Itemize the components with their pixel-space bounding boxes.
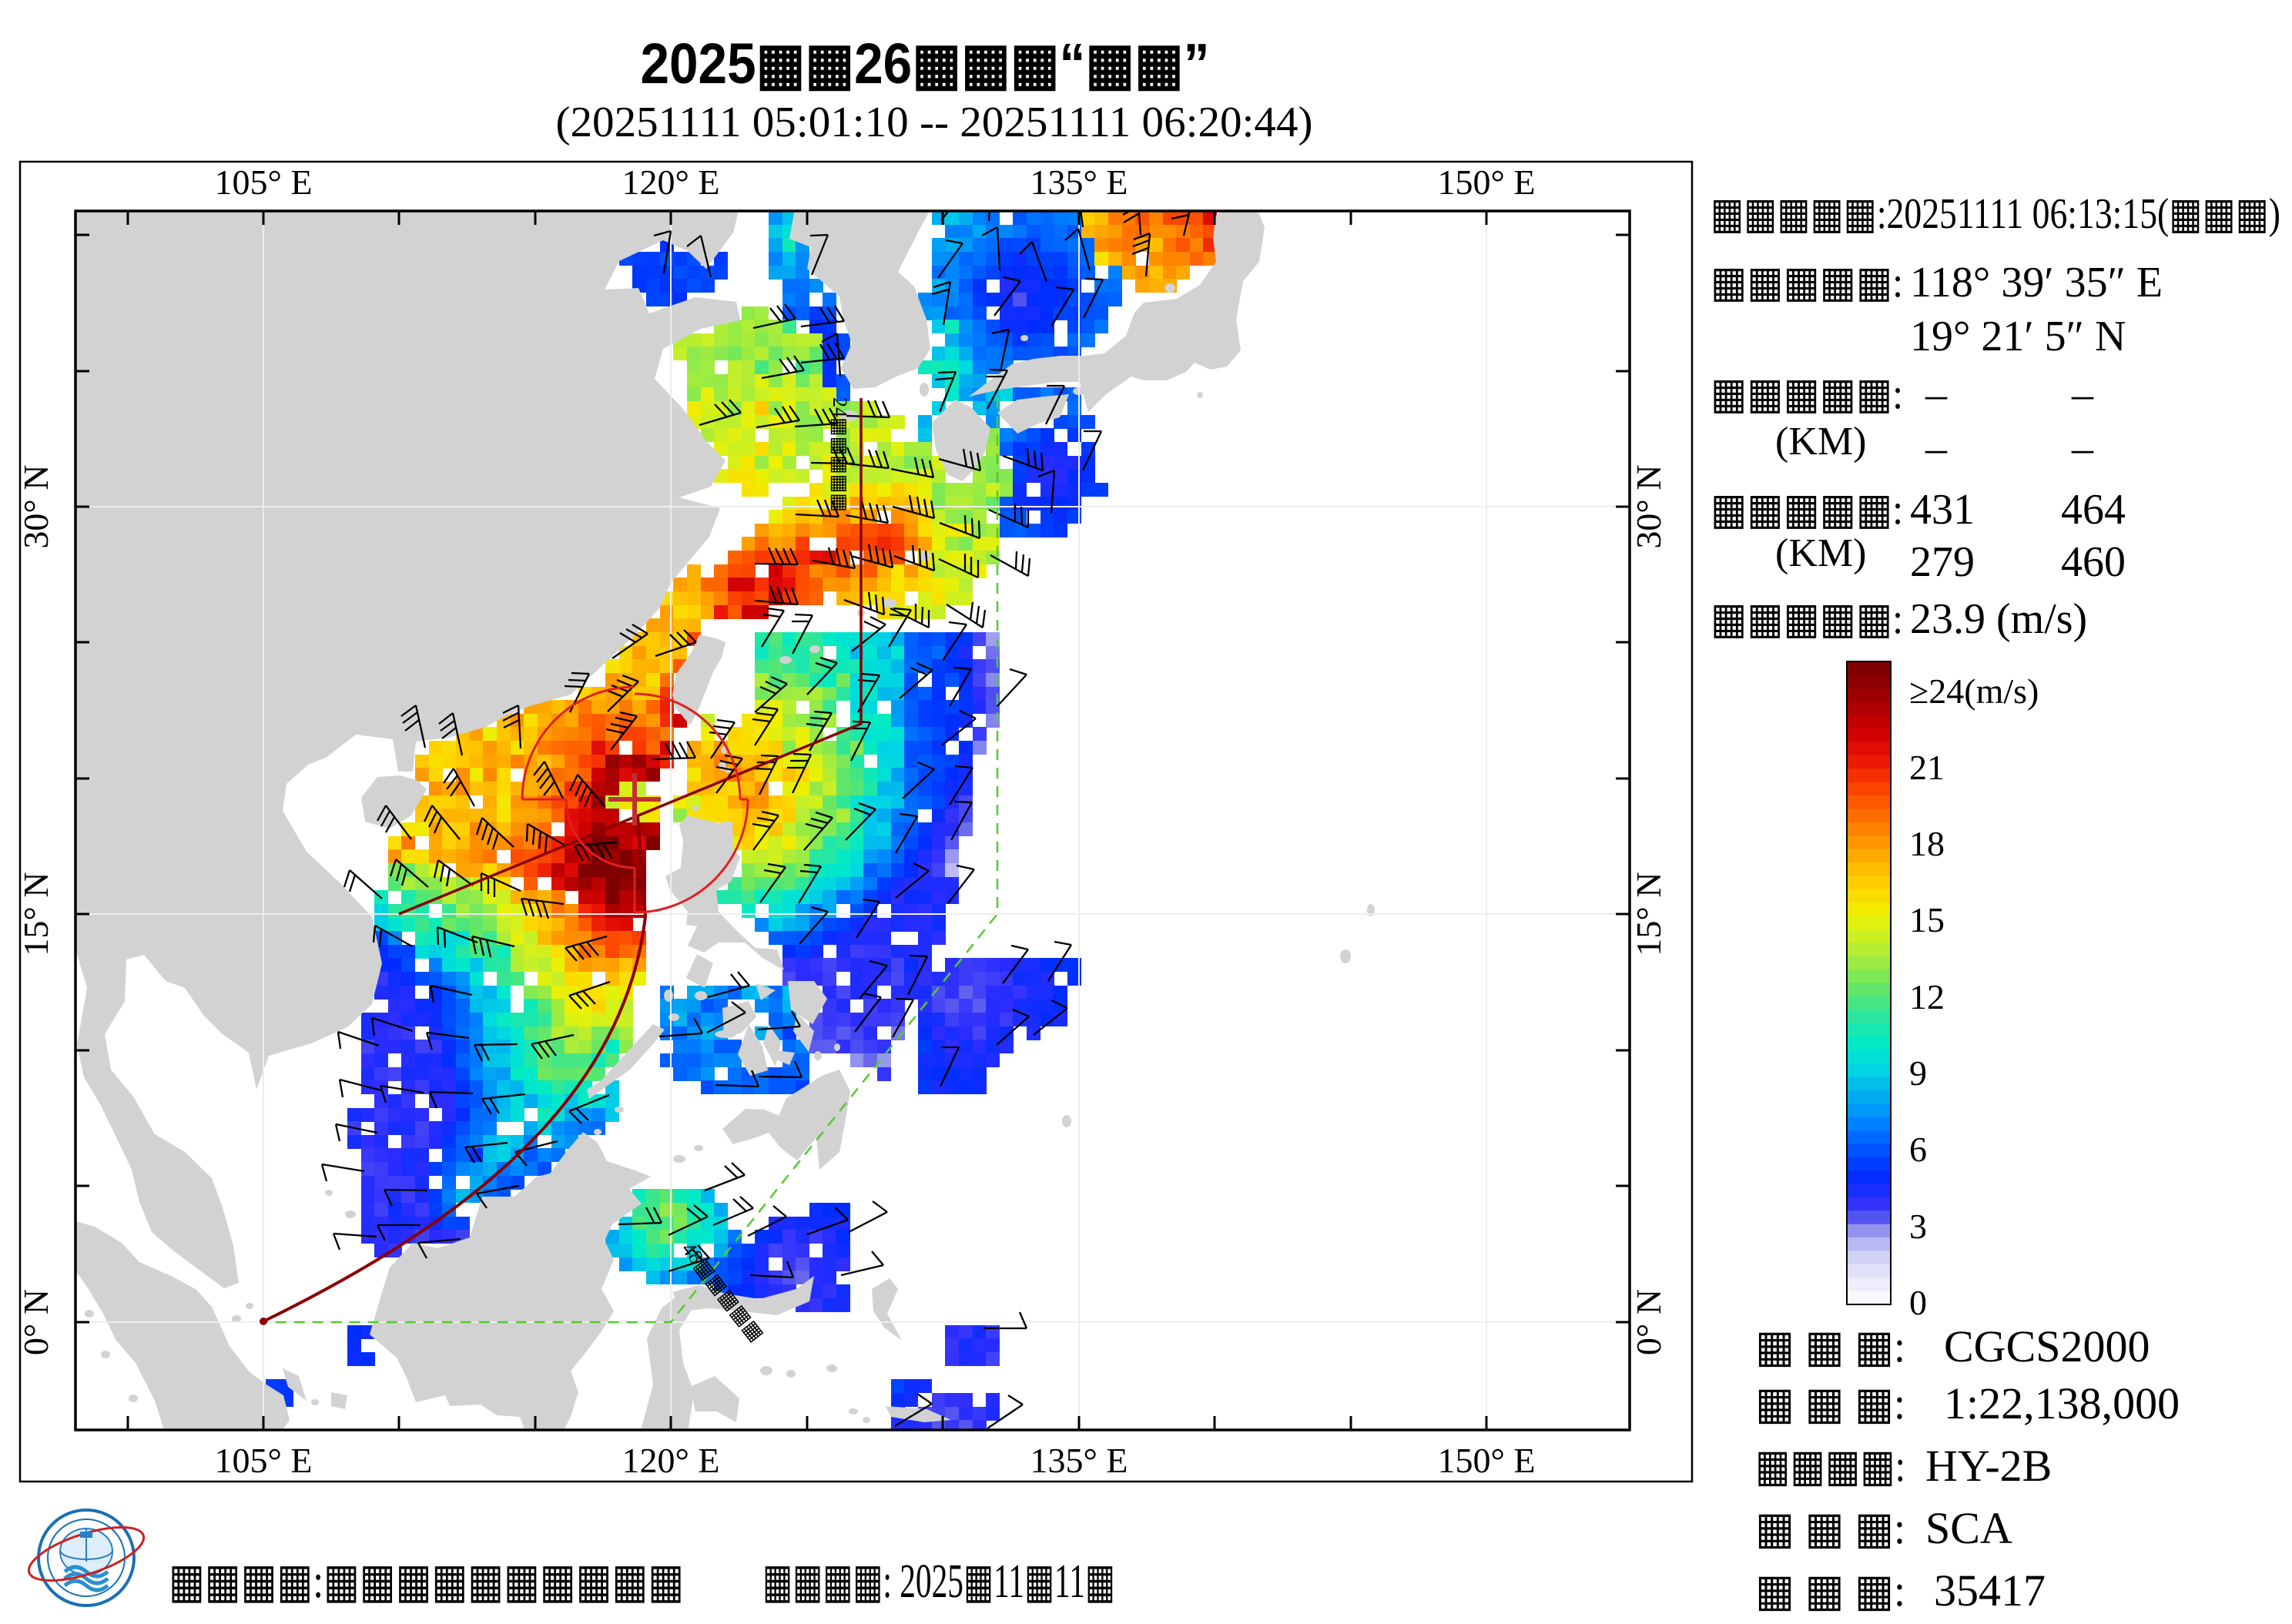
svg-text:HY-2B: HY-2B	[1925, 1441, 2052, 1491]
svg-text:(20251111 05:01:10 -- 20251111: (20251111 05:01:10 -- 20251111 06:20:44)	[556, 99, 1313, 146]
svg-text:▦ ▦ ▦:: ▦ ▦ ▦:	[1755, 1321, 1905, 1371]
svg-text:105° E: 105° E	[215, 1441, 313, 1480]
svg-text:105° E: 105° E	[215, 162, 313, 202]
svg-text:21: 21	[1909, 748, 1945, 787]
svg-text:▦▦▦▦▦:: ▦▦▦▦▦:	[1711, 370, 1903, 418]
svg-text:35417: 35417	[1934, 1565, 2046, 1616]
svg-text:▦ ▦ ▦:: ▦ ▦ ▦:	[1755, 1503, 1905, 1553]
svg-text:2025▦▦26▦▦▦“▦▦”: 2025▦▦26▦▦▦“▦▦”	[641, 32, 1210, 95]
svg-text:≥24(m/s): ≥24(m/s)	[1909, 671, 2039, 711]
svg-text:–: –	[2071, 370, 2094, 418]
svg-text:0: 0	[1909, 1283, 1927, 1322]
svg-text:30° N: 30° N	[1629, 464, 1668, 548]
svg-text:23.9 (m/s): 23.9 (m/s)	[1910, 595, 2087, 643]
svg-text:(KM): (KM)	[1775, 420, 1866, 464]
svg-text:279: 279	[1910, 538, 1975, 586]
svg-text:SCA: SCA	[1925, 1503, 2012, 1553]
svg-text:–: –	[1925, 424, 1948, 472]
svg-text:431: 431	[1910, 486, 1975, 534]
svg-text:3: 3	[1909, 1207, 1927, 1246]
svg-text:15° N: 15° N	[1629, 872, 1668, 956]
svg-text:▦ ▦ ▦:: ▦ ▦ ▦:	[1755, 1565, 1905, 1616]
svg-text:(KM): (KM)	[1775, 531, 1866, 575]
svg-text:460: 460	[2061, 538, 2126, 586]
svg-text:118° 39′ 35″ E: 118° 39′ 35″ E	[1910, 259, 2163, 306]
svg-text:CGCS2000: CGCS2000	[1944, 1321, 2150, 1371]
svg-text:30° N: 30° N	[16, 464, 55, 548]
svg-text:19° 21′ 5″ N: 19° 21′ 5″ N	[1910, 313, 2126, 360]
svg-text:135° E: 135° E	[1030, 162, 1128, 202]
svg-text:150° E: 150° E	[1438, 1441, 1536, 1480]
svg-text:▦▦▦▦:: ▦▦▦▦:	[1755, 1441, 1905, 1491]
svg-text:12: 12	[1909, 977, 1945, 1016]
svg-text:▦▦▦▦▦:: ▦▦▦▦▦:	[1711, 595, 1903, 643]
svg-text:18: 18	[1909, 824, 1945, 863]
svg-text:135° E: 135° E	[1030, 1441, 1128, 1480]
svg-text:120° E: 120° E	[622, 162, 720, 202]
svg-text:–: –	[2071, 424, 2094, 472]
svg-text:15° N: 15° N	[16, 872, 55, 956]
svg-text:–: –	[1925, 370, 1948, 418]
svg-text:9: 9	[1909, 1053, 1927, 1093]
svg-text:0° N: 0° N	[1629, 1289, 1668, 1355]
svg-text:6: 6	[1909, 1130, 1927, 1169]
svg-text:1:22,138,000: 1:22,138,000	[1944, 1378, 2180, 1428]
svg-text:150° E: 150° E	[1438, 162, 1536, 202]
svg-text:▦▦▦▦▦:: ▦▦▦▦▦:	[1711, 259, 1903, 306]
svg-text:▦▦▦▦:▦▦▦▦▦▦▦▦▦▦: ▦▦▦▦:▦▦▦▦▦▦▦▦▦▦	[169, 1555, 684, 1608]
svg-text:▦▦▦▦▦:: ▦▦▦▦▦:	[1711, 486, 1903, 534]
svg-text:464: 464	[2061, 486, 2126, 534]
svg-text:▦▦▦▦▦:20251111 06:13:15(▦▦▦): ▦▦▦▦▦:20251111 06:13:15(▦▦▦)	[1711, 190, 2280, 238]
svg-text:▦▦▦▦: 2025▦11▦11▦: ▦▦▦▦: 2025▦11▦11▦	[762, 1555, 1115, 1608]
svg-text:▦ ▦ ▦:: ▦ ▦ ▦:	[1755, 1378, 1905, 1428]
svg-text:24▦▦▦▦▦: 24▦▦▦▦▦	[829, 397, 851, 512]
svg-text:0° N: 0° N	[16, 1289, 55, 1355]
svg-text:15: 15	[1909, 900, 1945, 939]
svg-text:120° E: 120° E	[622, 1441, 720, 1480]
